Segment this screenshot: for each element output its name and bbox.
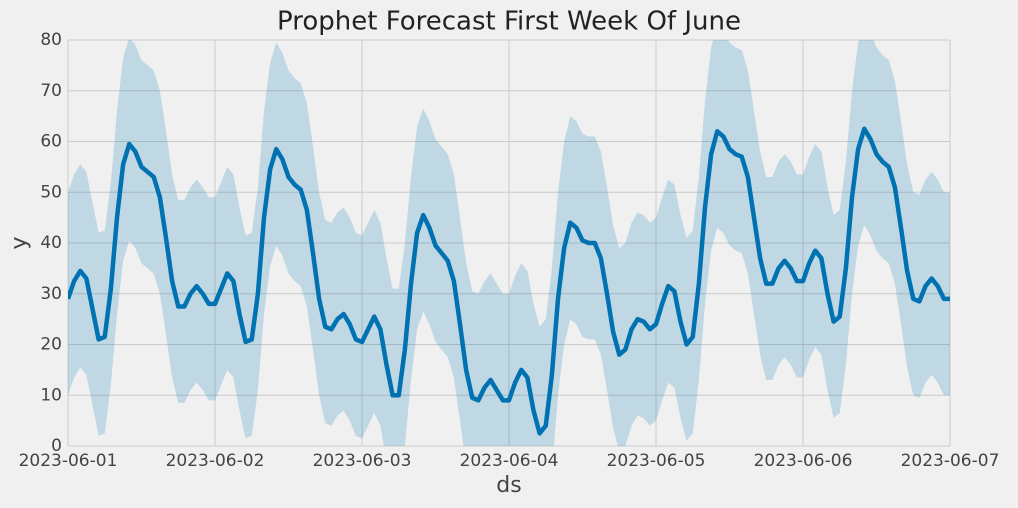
y-tick-label: 80 xyxy=(40,30,62,50)
y-tick-label: 70 xyxy=(40,81,62,101)
chart-title: Prophet Forecast First Week Of June xyxy=(277,7,741,37)
x-tick-label: 2023-06-02 xyxy=(166,451,265,471)
x-tick-label: 2023-06-05 xyxy=(607,451,706,471)
x-tick-label: 2023-06-07 xyxy=(901,451,1000,471)
y-tick-label: 50 xyxy=(40,182,62,202)
y-axis-label: y xyxy=(7,236,32,249)
forecast-line xyxy=(68,126,950,436)
y-tick-label: 10 xyxy=(40,385,62,405)
x-tick-label: 2023-06-01 xyxy=(19,451,118,471)
x-axis-label: ds xyxy=(496,473,521,498)
x-tick-label: 2023-06-03 xyxy=(313,451,412,471)
y-tick-label: 20 xyxy=(40,335,62,355)
y-tick-label: 60 xyxy=(40,132,62,152)
y-tick-label: 30 xyxy=(40,284,62,304)
x-tick-label: 2023-06-06 xyxy=(754,451,853,471)
y-tick-label: 40 xyxy=(40,233,62,253)
y-tick-label: 0 xyxy=(51,436,62,456)
uncertainty-band xyxy=(68,40,950,446)
x-tick-label: 2023-06-04 xyxy=(460,451,559,471)
